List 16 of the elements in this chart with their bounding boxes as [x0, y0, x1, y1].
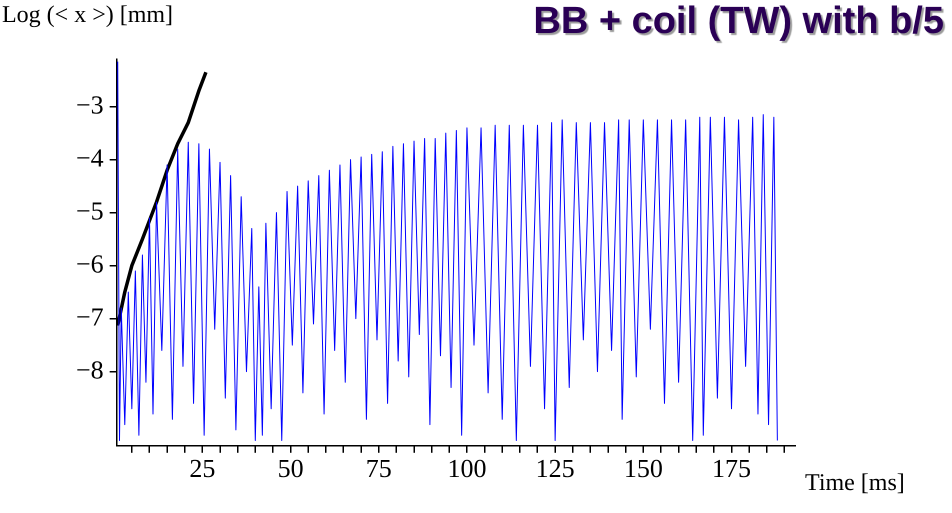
y-tick-label: −7: [76, 302, 104, 332]
y-tick-label: −3: [76, 90, 104, 120]
x-tick-label: 25: [189, 454, 216, 484]
x-tick-label: 100: [447, 454, 486, 484]
chart-title: BB + coil (TW) with b/5: [533, 0, 944, 43]
y-tick-label: −4: [76, 144, 104, 172]
x-tick-label: 75: [366, 454, 392, 484]
y-tick-label: −6: [76, 249, 104, 278]
x-tick-label: 150: [624, 454, 663, 484]
y-axis-title: Log (< x >) [mm]: [2, 2, 174, 29]
x-tick-label: 125: [536, 454, 575, 484]
x-tick-label: 50: [278, 454, 304, 484]
x-tick-label: 175: [712, 454, 752, 484]
y-tick-label: −8: [76, 355, 104, 384]
y-tick-label: −5: [76, 196, 104, 226]
x-axis-title: Time [ms]: [805, 470, 905, 497]
